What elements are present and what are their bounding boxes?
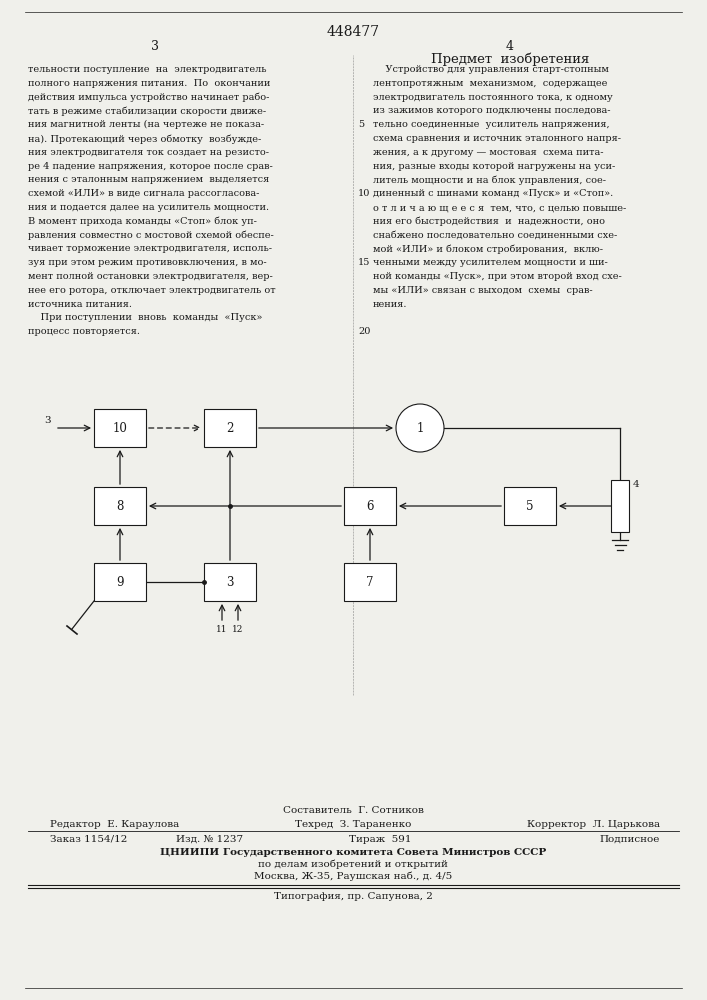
Text: 11: 11 — [216, 625, 228, 634]
Text: полного напряжения питания.  По  окончании: полного напряжения питания. По окончании — [28, 79, 270, 88]
Text: 9: 9 — [116, 576, 124, 588]
Text: по делам изобретений и открытий: по делам изобретений и открытий — [258, 859, 448, 869]
Text: Заказ 1154/12: Заказ 1154/12 — [50, 835, 127, 844]
Text: жения, а к другому — мостовая  схема пита-: жения, а к другому — мостовая схема пита… — [373, 148, 604, 157]
Text: Устройство для управления старт-стопным: Устройство для управления старт-стопным — [373, 65, 609, 74]
Text: ной команды «Пуск», при этом второй вход схе-: ной команды «Пуск», при этом второй вход… — [373, 272, 621, 281]
Bar — [204, 409, 256, 447]
Text: источника питания.: источника питания. — [28, 300, 132, 309]
Text: 7: 7 — [366, 576, 374, 588]
Text: мент полной остановки электродвигателя, вер-: мент полной остановки электродвигателя, … — [28, 272, 273, 281]
Text: ния и подается далее на усилитель мощности.: ния и подается далее на усилитель мощнос… — [28, 203, 269, 212]
Bar — [344, 563, 396, 601]
Text: 8: 8 — [117, 499, 124, 512]
Text: схема сравнения и источник эталонного напря-: схема сравнения и источник эталонного на… — [373, 134, 621, 143]
Text: 1: 1 — [416, 422, 423, 434]
Text: лентопротяжным  механизмом,  содержащее: лентопротяжным механизмом, содержащее — [373, 79, 607, 88]
Text: тельно соединенные  усилитель напряжения,: тельно соединенные усилитель напряжения, — [373, 120, 609, 129]
Text: 4: 4 — [633, 480, 640, 489]
Text: ния электродвигателя ток создает на резисто-: ния электродвигателя ток создает на рези… — [28, 148, 269, 157]
Text: Корректор  Л. Царькова: Корректор Л. Царькова — [527, 820, 660, 829]
Text: нее его ротора, отключает электродвигатель от: нее его ротора, отключает электродвигате… — [28, 286, 276, 295]
Text: Подписное: Подписное — [600, 835, 660, 844]
Text: тать в режиме стабилизации скорости движе-: тать в режиме стабилизации скорости движ… — [28, 106, 266, 116]
Bar — [611, 480, 629, 532]
Bar — [94, 563, 146, 601]
Text: Редактор  Е. Караулова: Редактор Е. Караулова — [50, 820, 180, 829]
Text: 20: 20 — [358, 327, 370, 336]
Text: ЦНИИПИ Государственного комитета Совета Министров СССР: ЦНИИПИ Государственного комитета Совета … — [160, 848, 546, 857]
Text: 5: 5 — [358, 120, 364, 129]
Text: Составитель  Г. Сотников: Составитель Г. Сотников — [283, 806, 423, 815]
Text: из зажимов которого подключены последова-: из зажимов которого подключены последова… — [373, 106, 611, 115]
Text: ре 4 падение напряжения, которое после срав-: ре 4 падение напряжения, которое после с… — [28, 162, 273, 171]
Text: 448477: 448477 — [327, 25, 380, 39]
Text: тельности поступление  на  электродвигатель: тельности поступление на электродвигател… — [28, 65, 267, 74]
Text: диненный с шинами команд «Пуск» и «Стоп».: диненный с шинами команд «Пуск» и «Стоп»… — [373, 189, 613, 198]
Text: действия импульса устройство начинает рабо-: действия импульса устройство начинает ра… — [28, 93, 269, 102]
Text: Тираж  591: Тираж 591 — [349, 835, 411, 844]
Text: схемой «ИЛИ» в виде сигнала рассогласова-: схемой «ИЛИ» в виде сигнала рассогласова… — [28, 189, 259, 198]
Circle shape — [396, 404, 444, 452]
Text: 6: 6 — [366, 499, 374, 512]
Text: мой «ИЛИ» и блоком стробирования,  вклю-: мой «ИЛИ» и блоком стробирования, вклю- — [373, 244, 603, 254]
Text: Типография, пр. Сапунова, 2: Типография, пр. Сапунова, 2 — [274, 892, 433, 901]
Text: 5: 5 — [526, 499, 534, 512]
Bar — [94, 409, 146, 447]
Text: Техред  З. Тараненко: Техред З. Тараненко — [295, 820, 411, 829]
Text: Предмет  изобретения: Предмет изобретения — [431, 52, 589, 66]
Text: 3: 3 — [226, 576, 234, 588]
Text: 3: 3 — [151, 40, 159, 53]
Text: ченными между усилителем мощности и ши-: ченными между усилителем мощности и ши- — [373, 258, 608, 267]
Text: литель мощности и на блок управления, сое-: литель мощности и на блок управления, со… — [373, 175, 606, 185]
Text: Москва, Ж-35, Раушская наб., д. 4/5: Москва, Ж-35, Раушская наб., д. 4/5 — [254, 871, 452, 881]
Text: При поступлении  вновь  команды  «Пуск»: При поступлении вновь команды «Пуск» — [28, 313, 262, 322]
Bar — [504, 487, 556, 525]
Text: о т л и ч а ю щ е е с я  тем, что, с целью повыше-: о т л и ч а ю щ е е с я тем, что, с цель… — [373, 203, 626, 212]
Bar — [204, 563, 256, 601]
Text: ния магнитной ленты (на чертеже не показа-: ния магнитной ленты (на чертеже не показ… — [28, 120, 264, 129]
Text: В момент прихода команды «Стоп» блок уп-: В момент прихода команды «Стоп» блок уп- — [28, 217, 257, 226]
Text: процесс повторяется.: процесс повторяется. — [28, 327, 140, 336]
Text: 2: 2 — [226, 422, 234, 434]
Text: Изд. № 1237: Изд. № 1237 — [177, 835, 244, 844]
Text: снабжено последовательно соединенными схе-: снабжено последовательно соединенными сх… — [373, 231, 617, 240]
Text: ния, разные входы которой нагружены на уси-: ния, разные входы которой нагружены на у… — [373, 162, 615, 171]
Text: электродвигатель постоянного тока, к одному: электродвигатель постоянного тока, к одн… — [373, 93, 613, 102]
Text: 4: 4 — [506, 40, 514, 53]
Text: нения.: нения. — [373, 300, 407, 309]
Text: зуя при этом режим противовключения, в мо-: зуя при этом режим противовключения, в м… — [28, 258, 267, 267]
Text: равления совместно с мостовой схемой обеспе-: равления совместно с мостовой схемой обе… — [28, 231, 274, 240]
Bar — [94, 487, 146, 525]
Text: 12: 12 — [233, 625, 244, 634]
Bar — [344, 487, 396, 525]
Text: на). Протекающий через обмотку  возбужде-: на). Протекающий через обмотку возбужде- — [28, 134, 262, 143]
Text: чивает торможение электродвигателя, исполь-: чивает торможение электродвигателя, испо… — [28, 244, 272, 253]
Text: мы «ИЛИ» связан с выходом  схемы  срав-: мы «ИЛИ» связан с выходом схемы срав- — [373, 286, 592, 295]
Text: 3: 3 — [45, 416, 51, 425]
Text: 10: 10 — [112, 422, 127, 434]
Text: 15: 15 — [358, 258, 370, 267]
Text: 10: 10 — [358, 189, 370, 198]
Text: ния его быстродействия  и  надежности, оно: ния его быстродействия и надежности, оно — [373, 217, 605, 226]
Text: нения с эталонным напряжением  выделяется: нения с эталонным напряжением выделяется — [28, 175, 269, 184]
